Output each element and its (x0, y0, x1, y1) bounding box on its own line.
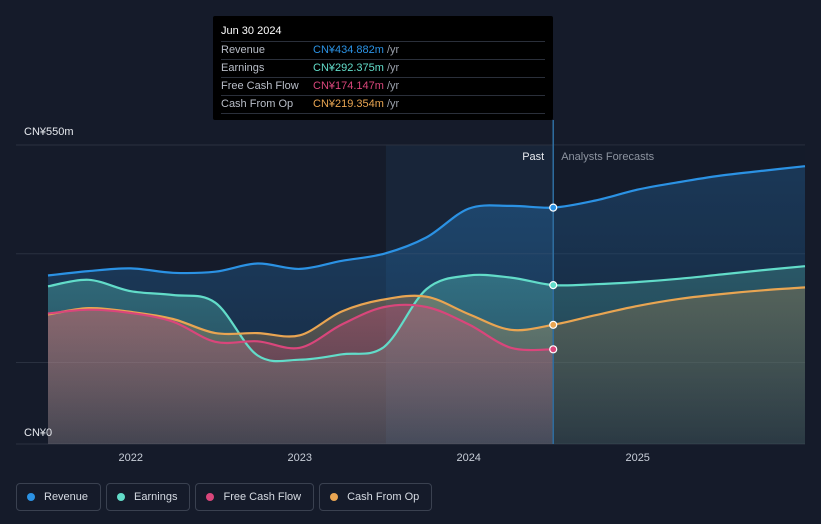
legend-dot-icon (206, 493, 215, 501)
series-line-earnings (47, 265, 806, 363)
legend-label: Free Cash Flow (223, 491, 302, 503)
legend-dot-icon (117, 493, 126, 501)
tooltip: Jun 30 2024 Revenue CN¥434.882m /yr Earn… (213, 16, 553, 120)
x-axis-tick-label: 2023 (288, 452, 312, 464)
tooltip-label: Earnings (221, 62, 265, 74)
tooltip-row-free-cash-flow: Free Cash Flow CN¥174.147m /yr (221, 78, 545, 96)
tooltip-unit: /yr (387, 98, 400, 110)
tooltip-unit: /yr (387, 44, 400, 56)
x-axis-tick-label: 2022 (119, 452, 143, 464)
series-line-cash-from-op (47, 286, 806, 338)
legend-item-free-cash-flow[interactable]: Free Cash Flow (195, 483, 315, 511)
y-axis-label: CN¥0 (24, 427, 52, 439)
series-area-free-cash-flow (48, 304, 554, 444)
legend-item-revenue[interactable]: Revenue (16, 483, 102, 511)
marker-free-cash-flow (549, 345, 558, 354)
y-axis-label: CN¥550m (24, 126, 74, 138)
tooltip-date: Jun 30 2024 (221, 23, 545, 42)
tooltip-label: Revenue (221, 44, 266, 56)
legend-label: Revenue (44, 491, 89, 503)
tooltip-label: Free Cash Flow (221, 80, 299, 92)
tooltip-unit: /yr (387, 62, 400, 74)
marker-earnings (549, 281, 558, 290)
legend: Revenue Earnings Free Cash Flow Cash Fro… (16, 483, 433, 511)
legend-dot-icon (27, 493, 35, 501)
series-line-revenue (47, 165, 806, 277)
marker-cash-from-op (549, 320, 558, 329)
tooltip-row-revenue: Revenue CN¥434.882m /yr (221, 42, 545, 60)
series-line-free-cash-flow (47, 303, 554, 352)
past-label: Past (522, 151, 544, 163)
forecast-label: Analysts Forecasts (561, 151, 654, 163)
x-axis-tick-label: 2024 (456, 452, 480, 464)
tooltip-value-free-cash-flow: CN¥174.147m (313, 80, 384, 92)
tooltip-unit: /yr (387, 80, 400, 92)
tooltip-label: Cash From Op (221, 98, 294, 110)
tooltip-value-earnings: CN¥292.375m (313, 62, 384, 74)
legend-label: Earnings (134, 491, 178, 503)
tooltip-row-cash-from-op: Cash From Op CN¥219.354m /yr (221, 96, 545, 114)
legend-label: Cash From Op (347, 491, 420, 503)
tooltip-row-earnings: Earnings CN¥292.375m /yr (221, 60, 545, 78)
tooltip-value-cash-from-op: CN¥219.354m (313, 98, 384, 110)
legend-item-earnings[interactable]: Earnings (106, 483, 191, 511)
legend-dot-icon (330, 493, 339, 501)
marker-revenue (549, 203, 558, 212)
forecast-region (553, 145, 805, 444)
tooltip-value-revenue: CN¥434.882m (313, 44, 384, 56)
x-axis-tick-label: 2025 (625, 452, 649, 464)
legend-item-cash-from-op[interactable]: Cash From Op (319, 483, 433, 511)
